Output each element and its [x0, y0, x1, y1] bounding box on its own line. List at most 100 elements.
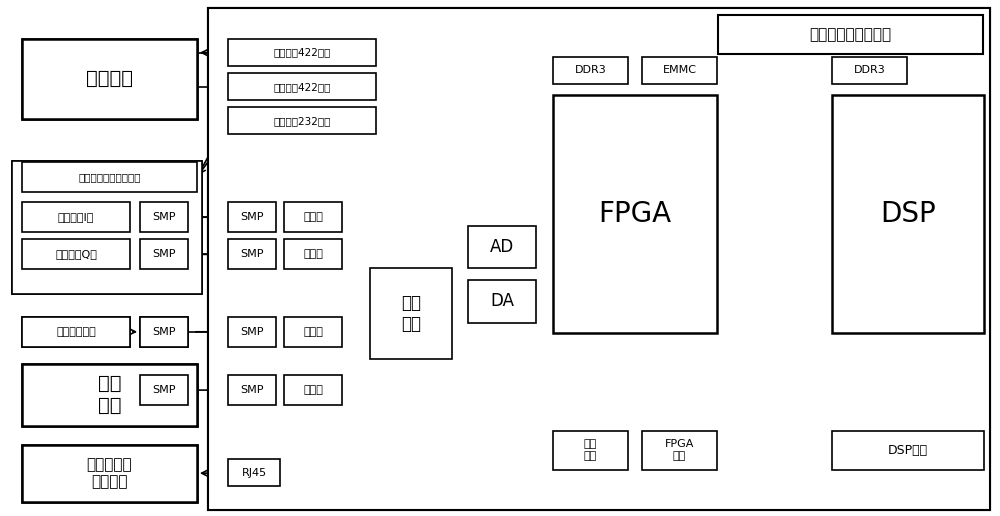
- Bar: [140, 239, 188, 269]
- Text: FPGA: FPGA: [598, 200, 672, 228]
- Text: 变压器: 变压器: [303, 249, 323, 260]
- Bar: [642, 431, 717, 470]
- Text: 雷达回波Q路: 雷达回波Q路: [55, 249, 97, 260]
- Bar: [553, 57, 628, 84]
- Bar: [228, 239, 276, 269]
- Text: SMP: SMP: [240, 385, 264, 395]
- Text: 变压器: 变压器: [303, 212, 323, 222]
- Text: 单兵雷达信号处理机: 单兵雷达信号处理机: [809, 27, 892, 42]
- Text: FPGA: FPGA: [598, 200, 672, 228]
- Text: DA: DA: [490, 293, 514, 310]
- Bar: [22, 202, 130, 232]
- Bar: [284, 317, 342, 347]
- Text: 时钟产生模块: 时钟产生模块: [56, 327, 96, 337]
- Text: 变压器: 变压器: [303, 327, 323, 337]
- Text: SMP: SMP: [240, 212, 264, 222]
- Text: 变压器: 变压器: [303, 385, 323, 395]
- Bar: [370, 268, 452, 359]
- Text: SMP: SMP: [240, 385, 264, 395]
- Text: DSP: DSP: [880, 200, 936, 228]
- Text: SMP: SMP: [152, 327, 176, 337]
- Bar: [22, 39, 197, 119]
- Bar: [284, 202, 342, 232]
- Text: AD: AD: [490, 238, 514, 256]
- Text: 变压器: 变压器: [303, 385, 323, 395]
- Text: 上位机显控
终端模块: 上位机显控 终端模块: [87, 457, 132, 489]
- Bar: [553, 95, 717, 333]
- Text: AD: AD: [490, 238, 514, 256]
- Bar: [12, 161, 202, 294]
- Bar: [140, 202, 188, 232]
- Bar: [228, 39, 376, 66]
- Text: DSP加载: DSP加载: [888, 444, 928, 457]
- Text: 网口
模块: 网口 模块: [584, 440, 597, 461]
- Text: 变压器: 变压器: [303, 212, 323, 222]
- Bar: [284, 202, 342, 232]
- Bar: [553, 95, 717, 333]
- Text: EMMC: EMMC: [662, 65, 696, 75]
- Bar: [370, 268, 452, 359]
- Bar: [208, 8, 990, 510]
- Text: 单兵雷达信号处理机: 单兵雷达信号处理机: [809, 27, 892, 42]
- Bar: [140, 317, 188, 347]
- Text: 伺服模块: 伺服模块: [86, 69, 133, 88]
- Bar: [12, 161, 202, 294]
- Text: 时钟
芯片: 时钟 芯片: [401, 294, 421, 333]
- Bar: [22, 317, 130, 347]
- Bar: [228, 317, 276, 347]
- Text: SMP: SMP: [240, 249, 264, 260]
- Text: 标准收发232接口: 标准收发232接口: [273, 116, 331, 126]
- Bar: [228, 202, 276, 232]
- Bar: [22, 317, 130, 347]
- Bar: [468, 280, 536, 322]
- Text: RJ45: RJ45: [241, 467, 267, 478]
- Text: SMP: SMP: [152, 327, 176, 337]
- Bar: [22, 162, 197, 192]
- Bar: [284, 375, 342, 405]
- Text: 天线
模块: 天线 模块: [98, 374, 121, 415]
- Text: 雷达回波I路: 雷达回波I路: [58, 212, 94, 222]
- Text: 变压器: 变压器: [303, 249, 323, 260]
- Bar: [284, 375, 342, 405]
- Bar: [228, 107, 376, 134]
- Bar: [228, 375, 276, 405]
- Text: SMP: SMP: [152, 212, 176, 222]
- Bar: [832, 95, 984, 333]
- Bar: [468, 280, 536, 322]
- Text: 时钟产生模块: 时钟产生模块: [56, 327, 96, 337]
- Text: SMP: SMP: [152, 212, 176, 222]
- Bar: [140, 375, 188, 405]
- Bar: [228, 73, 376, 100]
- Bar: [284, 317, 342, 347]
- Bar: [22, 364, 197, 426]
- Text: 标准收发422接口: 标准收发422接口: [273, 82, 331, 92]
- Text: 网口
模块: 网口 模块: [584, 440, 597, 461]
- Bar: [140, 202, 188, 232]
- Text: 天线开关发射控制模块: 天线开关发射控制模块: [78, 172, 141, 182]
- Text: 变压器: 变压器: [303, 327, 323, 337]
- Bar: [140, 239, 188, 269]
- Bar: [832, 57, 907, 84]
- Bar: [228, 202, 276, 232]
- Bar: [284, 239, 342, 269]
- Text: 标准收发232接口: 标准收发232接口: [273, 116, 331, 126]
- Text: DDR3: DDR3: [854, 65, 885, 75]
- Text: SMP: SMP: [240, 327, 264, 337]
- Text: 标准收发422接口: 标准收发422接口: [273, 82, 331, 92]
- Text: DDR3: DDR3: [575, 65, 606, 75]
- Bar: [718, 15, 983, 54]
- Text: 天线
模块: 天线 模块: [98, 374, 121, 415]
- Bar: [718, 15, 983, 54]
- Text: 上位机显控
终端模块: 上位机显控 终端模块: [87, 457, 132, 489]
- Bar: [208, 8, 990, 510]
- Text: SMP: SMP: [240, 327, 264, 337]
- Bar: [553, 431, 628, 470]
- Bar: [832, 431, 984, 470]
- Bar: [228, 239, 276, 269]
- Bar: [228, 73, 376, 100]
- Bar: [228, 459, 280, 486]
- Bar: [642, 431, 717, 470]
- Text: SMP: SMP: [152, 249, 176, 260]
- Bar: [553, 431, 628, 470]
- Bar: [228, 107, 376, 134]
